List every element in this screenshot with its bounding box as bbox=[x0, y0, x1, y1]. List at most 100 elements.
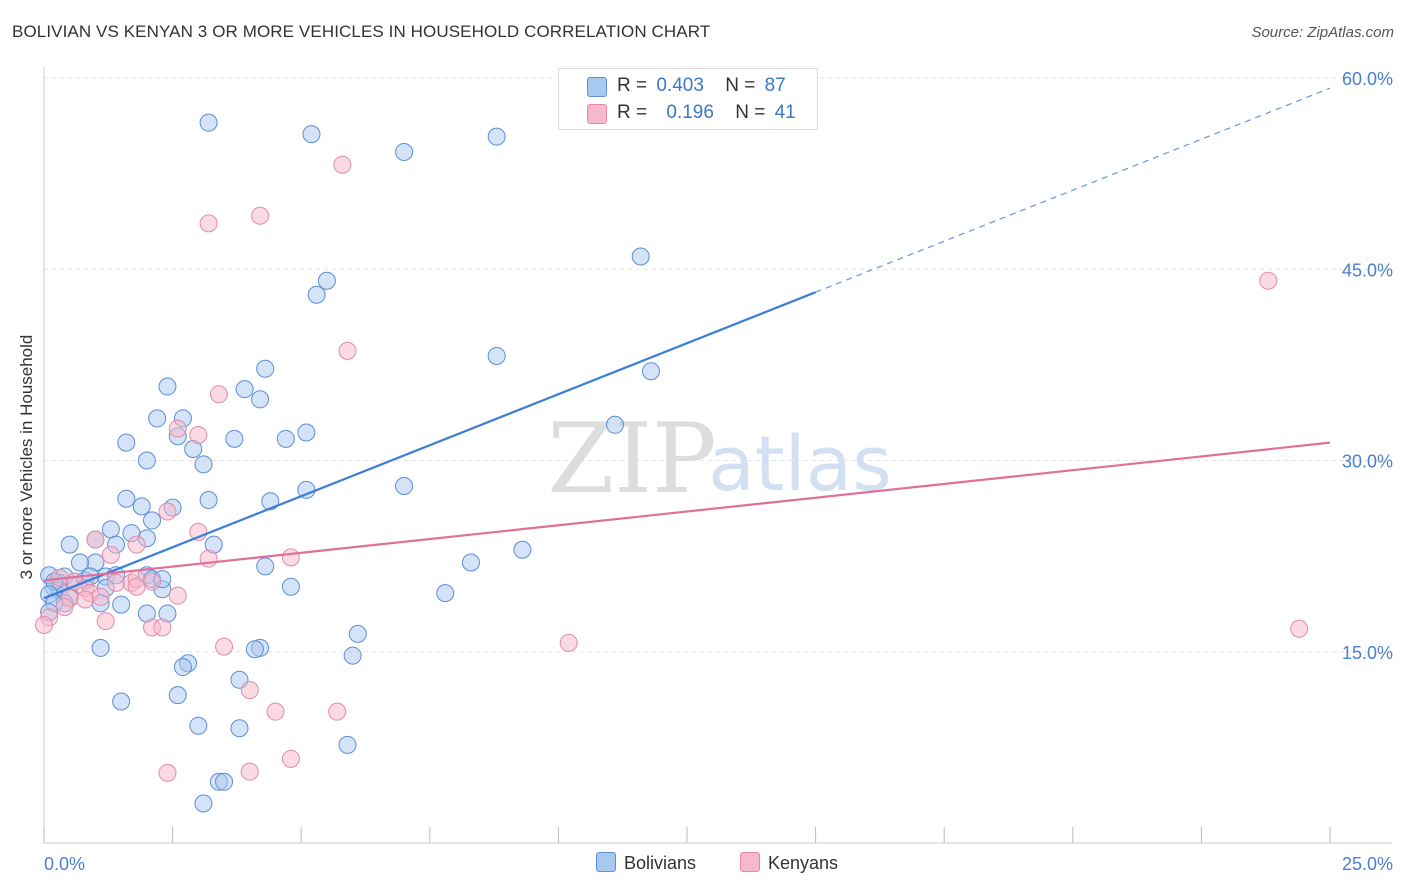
data-point bbox=[307, 285, 326, 304]
data-point bbox=[112, 595, 131, 614]
data-point bbox=[91, 587, 110, 606]
x-tick-label: 25.0% bbox=[1342, 854, 1393, 874]
data-point bbox=[101, 520, 120, 539]
data-point bbox=[461, 553, 480, 572]
legend-swatch-kenyans bbox=[587, 104, 607, 124]
data-point bbox=[1290, 619, 1309, 638]
data-point bbox=[117, 489, 136, 508]
legend-r-label: R = bbox=[617, 75, 648, 96]
data-point bbox=[261, 492, 280, 511]
data-point bbox=[91, 638, 110, 657]
data-point bbox=[101, 545, 120, 564]
grid-lines bbox=[44, 77, 1392, 653]
data-point bbox=[153, 618, 172, 637]
data-point bbox=[251, 206, 270, 225]
data-point bbox=[631, 247, 650, 266]
data-point bbox=[107, 573, 126, 592]
data-point bbox=[436, 584, 455, 603]
data-point bbox=[281, 548, 300, 567]
legend-n-value: 87 bbox=[764, 75, 786, 96]
axes bbox=[43, 67, 1392, 844]
data-point bbox=[189, 426, 208, 444]
data-point bbox=[338, 341, 357, 360]
data-point bbox=[76, 590, 95, 609]
data-point bbox=[117, 433, 136, 452]
data-point bbox=[338, 735, 357, 754]
data-point bbox=[302, 125, 321, 144]
trend-lines bbox=[43, 87, 1331, 600]
data-point bbox=[605, 415, 624, 434]
legend-swatch-bolivians bbox=[587, 77, 607, 97]
data-point bbox=[137, 451, 156, 470]
data-point bbox=[297, 423, 316, 442]
data-point bbox=[276, 429, 295, 448]
bottom-legend-swatch-kenyans bbox=[740, 852, 760, 872]
data-point bbox=[230, 719, 249, 738]
data-point bbox=[35, 615, 53, 634]
legend-n-value: 41 bbox=[774, 102, 796, 123]
legend-row-bolivians: R = 0.403 N = 87 bbox=[617, 75, 786, 97]
data-point bbox=[173, 658, 192, 677]
data-point bbox=[60, 535, 79, 554]
data-point bbox=[559, 633, 578, 652]
data-point bbox=[348, 624, 367, 643]
data-point bbox=[96, 612, 115, 631]
watermark-atlas: atlas bbox=[708, 419, 892, 508]
data-point bbox=[209, 385, 228, 404]
data-point bbox=[1259, 271, 1278, 290]
data-point bbox=[317, 271, 336, 290]
data-point bbox=[199, 549, 218, 568]
data-point bbox=[281, 749, 300, 768]
data-point bbox=[55, 598, 74, 617]
y-tick-label: 15.0% bbox=[1342, 643, 1393, 663]
legend-r-value: 0.403 bbox=[656, 75, 704, 96]
data-point bbox=[395, 477, 414, 495]
data-point bbox=[215, 772, 234, 791]
data-point bbox=[194, 794, 213, 813]
trend-line-bolivians bbox=[43, 291, 817, 600]
trend-line-bolivians-extension bbox=[815, 87, 1331, 293]
data-point bbox=[199, 214, 218, 233]
data-point bbox=[199, 113, 218, 132]
data-point bbox=[132, 497, 151, 516]
data-point bbox=[251, 390, 270, 409]
data-point bbox=[158, 502, 177, 521]
chart-source: Source: ZipAtlas.com bbox=[1251, 24, 1394, 41]
data-point bbox=[235, 380, 254, 399]
data-point bbox=[513, 540, 532, 559]
y-tick-label: 60.0% bbox=[1342, 69, 1393, 89]
data-point bbox=[168, 586, 187, 605]
data-point bbox=[71, 553, 90, 572]
trend-line-kenyans bbox=[43, 441, 1331, 582]
data-point bbox=[395, 142, 414, 161]
tick-labels: 15.0% 30.0% 45.0% 60.0% 0.0% 25.0% bbox=[44, 69, 1393, 874]
bottom-legend-swatch-bolivians bbox=[596, 852, 616, 872]
data-point bbox=[215, 637, 234, 656]
data-point bbox=[199, 491, 218, 510]
data-point bbox=[225, 429, 244, 448]
data-point bbox=[168, 686, 187, 705]
data-point bbox=[148, 409, 167, 428]
data-point bbox=[127, 535, 146, 554]
data-point bbox=[487, 346, 506, 365]
data-point bbox=[333, 155, 352, 174]
chart-title: BOLIVIAN VS KENYAN 3 OR MORE VEHICLES IN… bbox=[12, 22, 711, 41]
data-point bbox=[256, 557, 275, 576]
data-point bbox=[487, 127, 506, 146]
watermark-zip: ZIP bbox=[547, 403, 716, 515]
data-point bbox=[143, 511, 162, 530]
bottom-legend-bolivians: Bolivians bbox=[596, 852, 696, 874]
data-point bbox=[328, 702, 347, 721]
data-point bbox=[158, 377, 177, 396]
data-point bbox=[143, 572, 162, 591]
data-point bbox=[256, 359, 275, 378]
data-point bbox=[343, 646, 362, 665]
legend-n-label: N = bbox=[725, 75, 756, 96]
data-point bbox=[86, 530, 105, 549]
data-point bbox=[281, 577, 300, 596]
legend-n-label: N = bbox=[735, 102, 766, 123]
data-point bbox=[266, 702, 285, 721]
data-point bbox=[194, 455, 213, 474]
bottom-legend-label: Kenyans bbox=[768, 853, 839, 873]
data-point bbox=[158, 763, 177, 782]
